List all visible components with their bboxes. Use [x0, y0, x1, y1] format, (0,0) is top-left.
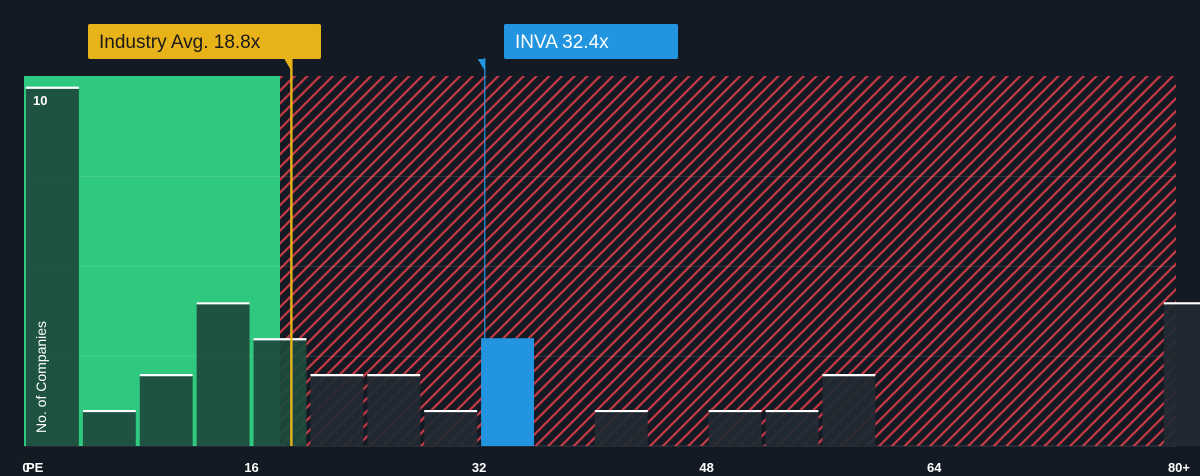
x-axis-prefix: PE [26, 460, 44, 475]
histogram-bar [196, 302, 250, 446]
x-tick-label: 64 [927, 460, 942, 475]
histogram-bar [594, 410, 648, 446]
company-callout-pointer [477, 59, 485, 71]
histogram-bar [822, 374, 876, 446]
markers: Industry Avg. 18.8x INVA 32.4x [88, 24, 678, 446]
histogram-bar [26, 86, 79, 446]
histogram-bar [708, 410, 762, 446]
overvalued-zone [280, 76, 1176, 446]
histogram-bar [310, 374, 364, 446]
x-tick-label: 80+ [1168, 460, 1190, 475]
histogram-bar [765, 410, 819, 446]
histogram-bar [424, 410, 478, 446]
company-callout-label: INVA 32.4x [515, 32, 609, 53]
industry-callout-label: Industry Avg. 18.8x [99, 32, 261, 53]
x-tick-label: 48 [699, 460, 713, 475]
bars [26, 86, 1200, 446]
y-tick-label: 10 [33, 93, 47, 108]
histogram-bar [253, 338, 307, 446]
x-tick-label: 0 [22, 460, 29, 475]
histogram-bar [1163, 302, 1200, 446]
histogram-bar [82, 410, 136, 446]
company-callout-box [504, 24, 678, 59]
histogram-bar [481, 338, 534, 446]
histogram-bar [367, 374, 421, 446]
industry-callout-box [88, 24, 321, 59]
x-tick-label: 32 [472, 460, 486, 475]
industry-callout-pointer [284, 59, 292, 71]
y-axis-label: No. of Companies [33, 321, 49, 433]
x-axis: 0 16 32 48 64 80+ [22, 460, 1190, 475]
x-tick-label: 16 [244, 460, 258, 475]
histogram-bar [139, 374, 193, 446]
